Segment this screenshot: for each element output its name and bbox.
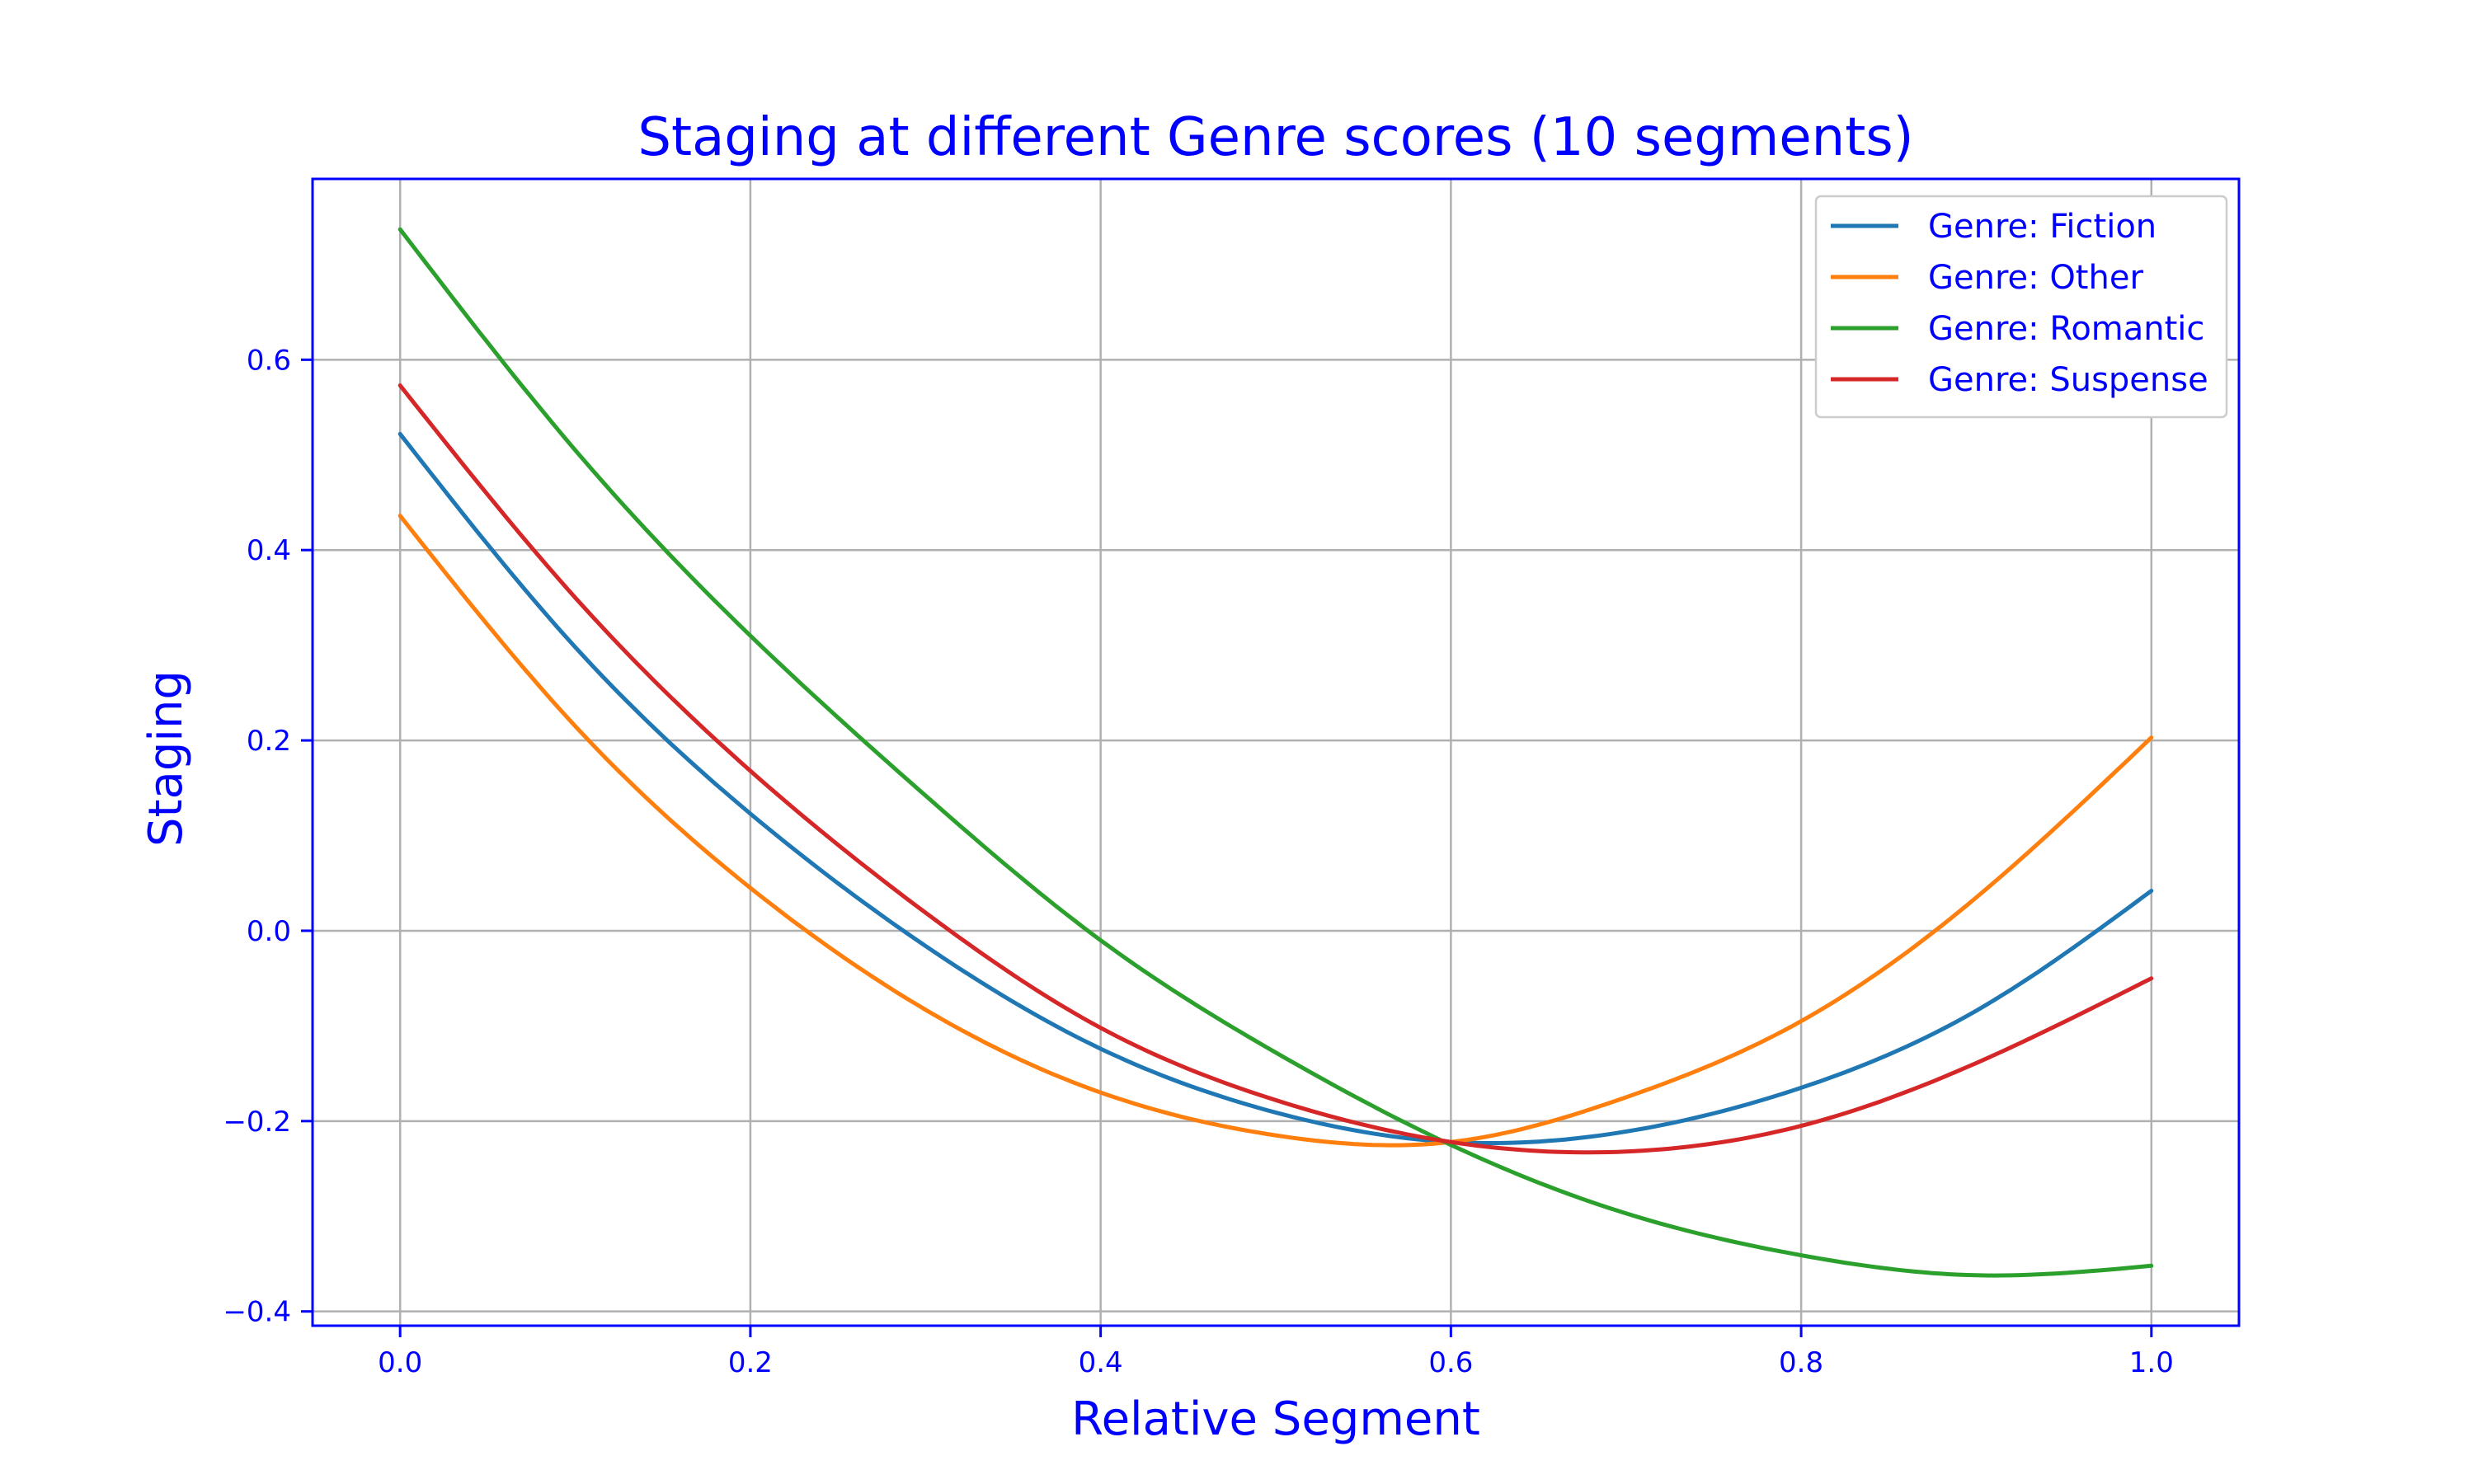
legend-entry-label: Genre: Romantic — [1928, 310, 2204, 348]
x-axis-label: Relative Segment — [1071, 1392, 1480, 1446]
series-line-genre-romantic — [397, 227, 2154, 1278]
legend-entry-label: Genre: Other — [1928, 259, 2143, 297]
y-tick-label: 0.0 — [247, 915, 291, 948]
series-line-genre-fiction — [397, 431, 2154, 1145]
chart-title: Staging at different Genre scores (10 se… — [637, 107, 1913, 168]
x-tick-label: 0.8 — [1779, 1346, 1823, 1379]
y-axis: −0.4 −0.2 0.0 0.2 0.4 0.6 — [223, 344, 313, 1329]
plot-frame — [311, 177, 2241, 1327]
y-tick-label: 0.2 — [247, 725, 291, 758]
x-tick-label: 0.4 — [1079, 1346, 1123, 1379]
x-axis: 0.0 0.2 0.4 0.6 0.8 1.0 — [378, 1326, 2174, 1379]
series-line-genre-other — [397, 514, 2154, 1148]
x-tick-label: 0.2 — [728, 1346, 773, 1379]
y-axis-label: Staging — [139, 670, 193, 847]
series-line-genre-suspense — [397, 383, 2154, 1155]
y-tick-label: −0.2 — [223, 1106, 291, 1139]
x-tick-label: 0.6 — [1428, 1346, 1473, 1379]
legend: Genre: Fiction Genre: Other Genre: Romanti… — [1814, 195, 2228, 419]
y-tick-label: 0.4 — [247, 534, 291, 567]
grid — [313, 179, 2239, 1326]
x-tick-label: 0.0 — [378, 1346, 422, 1379]
y-tick-label: −0.4 — [223, 1296, 291, 1329]
y-tick-label: 0.6 — [247, 344, 291, 377]
legend-entry-label: Genre: Fiction — [1928, 208, 2157, 246]
series-group — [397, 227, 2154, 1278]
legend-entry-label: Genre: Suspense — [1928, 361, 2208, 399]
legend-box — [1814, 195, 2228, 419]
x-tick-label: 1.0 — [2129, 1346, 2174, 1379]
